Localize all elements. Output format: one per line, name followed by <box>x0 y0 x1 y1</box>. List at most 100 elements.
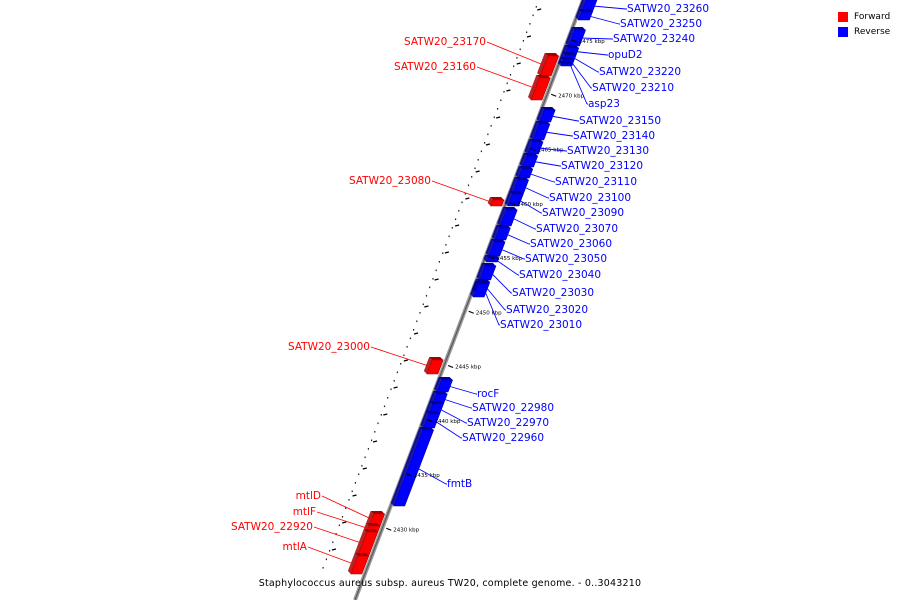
gene-label: fmtB <box>447 478 472 490</box>
minor-tick <box>372 440 378 443</box>
gene-label: mtlD <box>296 490 321 502</box>
gene-leader-line <box>572 57 599 73</box>
gene-feature-SATW20_23240[interactable] <box>565 27 587 47</box>
gene-feature-SATW20_23250[interactable] <box>575 9 593 21</box>
gene-label: mtlF <box>293 506 316 518</box>
tick-label: 2440 kbp <box>434 419 460 425</box>
minor-tick <box>485 143 491 146</box>
gene-label: SATW20_23120 <box>561 160 643 172</box>
minor-tick <box>475 170 480 173</box>
gene-feature-SATW20_23140[interactable] <box>529 121 551 141</box>
gene-leader-line <box>321 495 374 521</box>
tick-label: 2470 kbp <box>558 93 584 99</box>
gene-leader-line <box>528 173 555 183</box>
scale-ticks: 2475 kbp 2470 kbp 2465 kbp 2460 kbp 2455 kbp… <box>331 8 605 551</box>
gene-leader-line <box>486 41 547 67</box>
gene-label: SATW20_23060 <box>530 238 612 250</box>
gene-labels: SATW20_23260 SATW20_23250 SATW20_23240 opuD… <box>231 3 709 566</box>
gene-leader-line <box>443 398 472 409</box>
minor-tick <box>393 386 398 389</box>
gene-feature-SATW20_23130[interactable] <box>524 139 544 155</box>
minor-tick <box>444 251 450 254</box>
genome-backbone <box>353 0 585 600</box>
gene-feature-rocF[interactable] <box>434 377 454 393</box>
gene-leader-line <box>550 115 579 122</box>
minor-tick <box>454 224 460 227</box>
gene-label: SATW20_23030 <box>512 287 594 299</box>
reverse-swatch <box>838 26 848 37</box>
minor-tick <box>383 413 388 416</box>
gene-label: SATW20_22920 <box>231 521 313 533</box>
gene-leader-line <box>533 161 561 167</box>
tick-label: 2435 kbp <box>414 473 440 479</box>
gene-label: SATW20_23150 <box>579 115 661 127</box>
gene-label: asp23 <box>588 98 620 110</box>
dotted-guide-line <box>322 6 537 569</box>
minor-tick <box>506 89 511 92</box>
gene-leader-line <box>370 346 432 368</box>
legend-forward: Forward <box>838 9 898 24</box>
gene-feature-SATW20_23070[interactable] <box>497 207 518 227</box>
tick-mark <box>427 419 433 423</box>
legend-reverse: Reverse <box>838 24 898 39</box>
tick-mark <box>550 93 557 97</box>
gene-feature-SATW20_23150[interactable] <box>536 107 556 123</box>
tick-label: 2450 kbp <box>476 310 502 316</box>
gene-feature-SATW20_23040[interactable] <box>483 255 500 263</box>
tick-label: 2430 kbp <box>393 527 419 533</box>
gene-leader-line <box>416 467 447 485</box>
legend-forward-label: Forward <box>854 11 891 22</box>
gene-leader-line <box>448 385 477 395</box>
gene-leader-line <box>518 199 542 214</box>
gene-label: SATW20_23110 <box>555 176 637 188</box>
tick-label: 2475 kbp <box>579 39 605 45</box>
gene-label: SATW20_23010 <box>500 319 582 331</box>
gene-leader-line <box>439 408 467 424</box>
gene-leader-line <box>485 286 506 311</box>
gene-label: SATW20_23000 <box>288 341 370 353</box>
gene-label: SATW20_23240 <box>613 33 695 45</box>
minor-tick <box>352 494 357 497</box>
gene-label: opuD2 <box>608 49 643 61</box>
minor-tick <box>331 548 337 551</box>
gene-label: SATW20_22970 <box>467 417 549 429</box>
gene-feature-SATW20_23010[interactable] <box>470 281 490 298</box>
gene-leader-line <box>538 147 567 152</box>
minor-tick <box>465 197 470 200</box>
gene-leader-line <box>592 5 627 10</box>
minor-tick <box>362 467 367 470</box>
gene-label: SATW20_23080 <box>349 175 431 187</box>
gene-label: SATW20_23140 <box>573 130 655 142</box>
gene-label: SATW20_23220 <box>599 66 681 78</box>
gene-feature-fmtB[interactable] <box>390 427 435 507</box>
gene-leader-line <box>580 37 613 40</box>
gene-feature-SATW20_23050[interactable] <box>485 239 506 257</box>
gene-label: SATW20_23050 <box>525 253 607 265</box>
gene-feature-asp23[interactable] <box>557 61 574 67</box>
minor-tick <box>537 8 542 11</box>
gene-leader-line <box>307 546 357 566</box>
tick-label: 2465 kbp <box>538 148 564 154</box>
minor-tick <box>496 116 501 119</box>
gene-leader-line <box>313 526 365 545</box>
gene-leader-line <box>523 186 549 199</box>
minor-tick <box>526 35 532 38</box>
gene-label: SATW20_23250 <box>620 18 702 30</box>
tick-mark <box>447 364 454 369</box>
gene-leader-line <box>575 51 608 56</box>
genome-caption: Staphylococcus aureus subsp. aureus TW20… <box>258 578 642 589</box>
gene-feature-SATW20_23120[interactable] <box>519 153 539 168</box>
gene-leader-line <box>431 180 495 204</box>
gene-leader-line <box>500 248 525 260</box>
tick-mark <box>386 527 392 531</box>
gene-feature-SATW20_23060[interactable] <box>491 225 511 241</box>
gene-feature-SATW20_23030[interactable] <box>476 263 497 281</box>
gene-leader-line <box>511 217 536 230</box>
gene-leader-line <box>490 272 512 294</box>
gene-feature-SATW20_23110[interactable] <box>515 166 534 179</box>
gene-label: rocF <box>477 388 499 400</box>
minor-tick <box>516 62 521 65</box>
minor-tick <box>434 278 439 281</box>
gene-feature-mtlA[interactable] <box>347 553 370 575</box>
